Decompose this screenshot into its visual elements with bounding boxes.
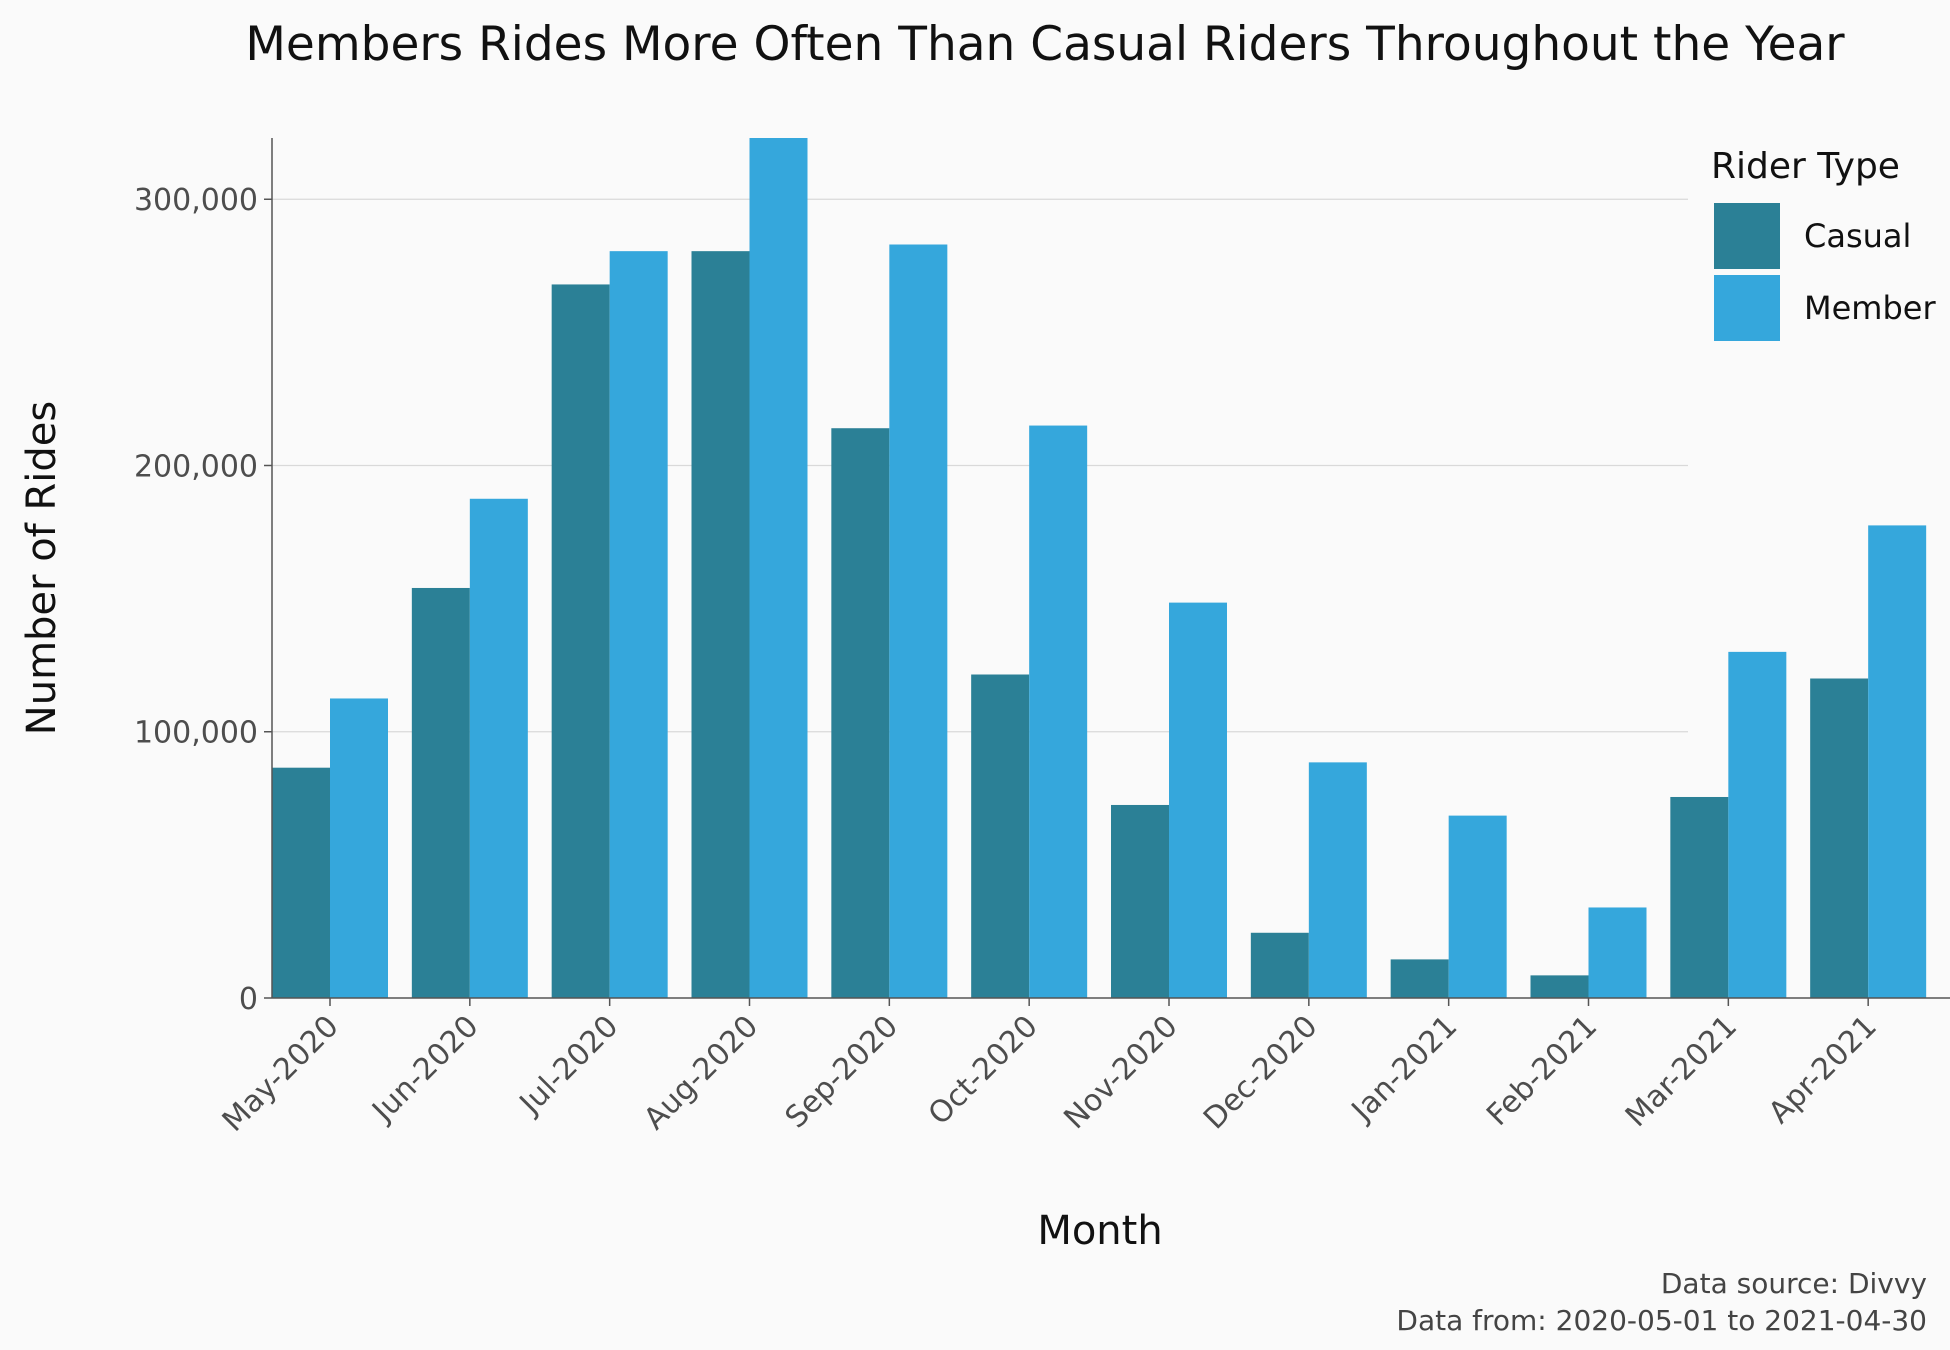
bar-casual [971, 674, 1030, 998]
y-axis-ticks: 0 100,000 200,000 300,000 [134, 183, 272, 1017]
bar-casual [831, 428, 890, 999]
bar-casual [691, 251, 750, 998]
bars [272, 138, 1927, 999]
bar-member [1728, 651, 1787, 998]
y-tick-label: 200,000 [134, 449, 258, 484]
bar-casual [411, 587, 470, 998]
bar-casual [1390, 959, 1449, 998]
bar-member [1308, 762, 1367, 998]
y-axis-title: Number of Rides [19, 401, 65, 735]
bar-member [1169, 602, 1227, 998]
legend-label-casual: Casual [1804, 217, 1911, 255]
chart-title: Members Rides More Often Than Casual Rid… [245, 17, 1845, 72]
legend-label-member: Member [1804, 289, 1936, 327]
bar-member [330, 698, 388, 998]
legend-swatch-casual [1714, 203, 1780, 269]
legend: Rider Type Casual Member [1711, 146, 1936, 341]
bar-member [889, 244, 948, 999]
bar-casual [1810, 678, 1869, 998]
bar-member [1448, 815, 1507, 998]
caption-data-source: Data source: Divvy [1661, 1267, 1927, 1300]
y-tick-label: 100,000 [134, 716, 258, 751]
y-tick-label: 300,000 [134, 183, 258, 218]
bar-member [749, 138, 808, 998]
bar-casual [1111, 804, 1169, 998]
bar-member [609, 251, 668, 998]
x-axis-title: Month [1037, 1208, 1162, 1254]
bar-casual [1530, 975, 1589, 998]
bar-member [469, 498, 528, 998]
caption-date-range: Data from: 2020-05-01 to 2021-04-30 [1396, 1304, 1927, 1337]
bar-member [1588, 907, 1647, 998]
bar-member [1868, 525, 1927, 998]
bar-casual [551, 284, 610, 998]
legend-swatch-member [1714, 275, 1780, 341]
bar-casual [1250, 932, 1309, 998]
bar-member [1029, 425, 1088, 998]
bar-casual [1670, 796, 1729, 998]
legend-title: Rider Type [1711, 146, 1900, 187]
y-tick-label: 0 [239, 982, 258, 1017]
bar-casual [272, 767, 330, 998]
